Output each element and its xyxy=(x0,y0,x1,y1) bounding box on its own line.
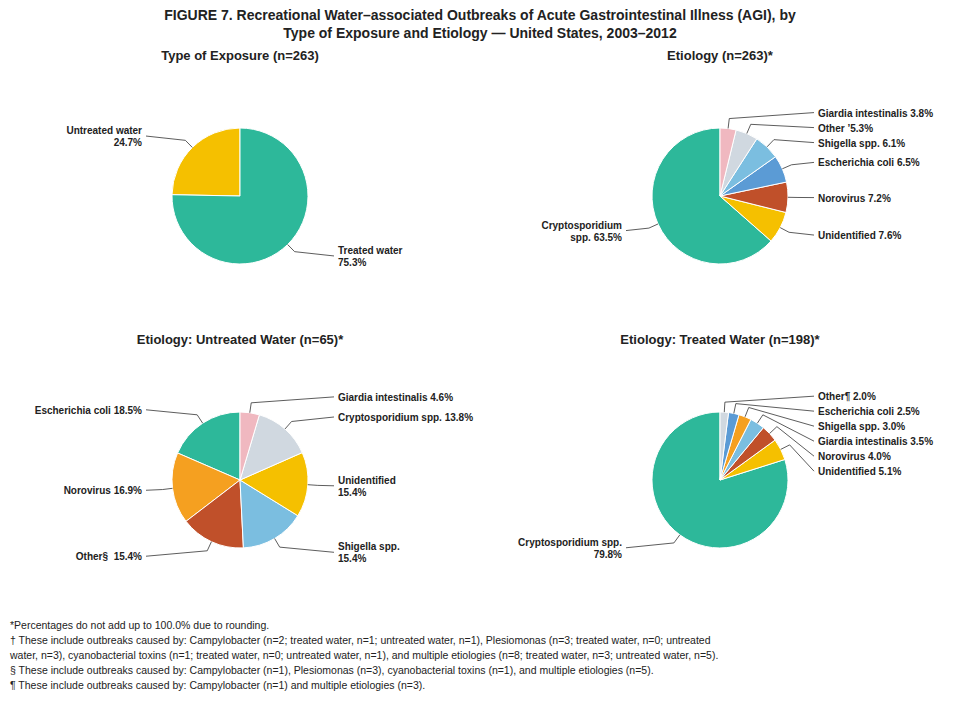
svg-text:Giardia intestinalis 4.6%: Giardia intestinalis 4.6% xyxy=(338,391,453,402)
svg-text:Other¶ 2.0%: Other¶ 2.0% xyxy=(818,391,876,402)
svg-text:Cryptosporidium spp.79.8%: Cryptosporidium spp.79.8% xyxy=(518,536,622,559)
svg-text:Norovirus 16.9%: Norovirus 16.9% xyxy=(64,485,142,496)
svg-text:Cryptosporidiumspp. 63.5%: Cryptosporidiumspp. 63.5% xyxy=(541,219,622,242)
html-text:Type of Exposure and Etiology: Type of Exposure and Etiology — United S… xyxy=(283,25,677,41)
svg-text:Norovirus 4.0%: Norovirus 4.0% xyxy=(818,451,891,462)
svg-text:Giardia intestinalis 3.8%: Giardia intestinalis 3.8% xyxy=(818,107,933,118)
html-text:§ These include outbreaks caus: § These include outbreaks caused by: Cam… xyxy=(10,664,654,676)
svg-text:Treated water75.3%: Treated water75.3% xyxy=(338,244,403,267)
html-text:Etiology: Untreated Water (n=6: Etiology: Untreated Water (n=65)* xyxy=(136,332,344,347)
svg-text:Giardia intestinalis 3.5%: Giardia intestinalis 3.5% xyxy=(818,436,933,447)
html-text:† These include outbreaks caus: † These include outbreaks caused by: Cam… xyxy=(10,634,711,646)
html-text:water, n=3), cyanobacterial to: water, n=3), cyanobacterial toxins (n=1;… xyxy=(10,649,719,661)
html-text:Etiology (n=263)*: Etiology (n=263)* xyxy=(667,48,773,63)
svg-text:Cryptosporidium spp. 13.8%: Cryptosporidium spp. 13.8% xyxy=(338,411,473,422)
html-text:Etiology: Treated Water (n=198: Etiology: Treated Water (n=198)* xyxy=(620,332,820,347)
svg-text:Escherichia coli 18.5%: Escherichia coli 18.5% xyxy=(35,404,142,415)
html-text:*Percentages do not add up to: *Percentages do not add up to 100.0% due… xyxy=(10,619,270,631)
svg-text:Shigella spp. 6.1%: Shigella spp. 6.1% xyxy=(818,137,905,148)
svg-text:Unidentified 5.1%: Unidentified 5.1% xyxy=(818,466,901,477)
svg-text:Norovirus 7.2%: Norovirus 7.2% xyxy=(818,192,891,203)
svg-text:Other§ 15.4%: Other§ 15.4% xyxy=(76,551,142,562)
svg-text:Unidentified 7.6%: Unidentified 7.6% xyxy=(818,230,901,241)
svg-text:Other ’5.3%: Other ’5.3% xyxy=(818,122,873,133)
svg-text:Shigella spp.15.4%: Shigella spp.15.4% xyxy=(338,541,400,564)
html-text:FIGURE 7. Recreational Water–a: FIGURE 7. Recreational Water–associated … xyxy=(164,7,796,23)
svg-text:Untreated water24.7%: Untreated water24.7% xyxy=(66,125,142,148)
svg-text:Shigella spp. 3.0%: Shigella spp. 3.0% xyxy=(818,421,905,432)
html-text:¶ These include outbreaks caus: ¶ These include outbreaks caused by: Cam… xyxy=(10,679,426,691)
svg-text:Escherichia coli 6.5%: Escherichia coli 6.5% xyxy=(818,157,920,168)
svg-text:Escherichia coli 2.5%: Escherichia coli 2.5% xyxy=(818,406,920,417)
html-text:Type of Exposure (n=263): Type of Exposure (n=263) xyxy=(161,48,319,63)
svg-text:Unidentified15.4%: Unidentified15.4% xyxy=(338,474,396,497)
